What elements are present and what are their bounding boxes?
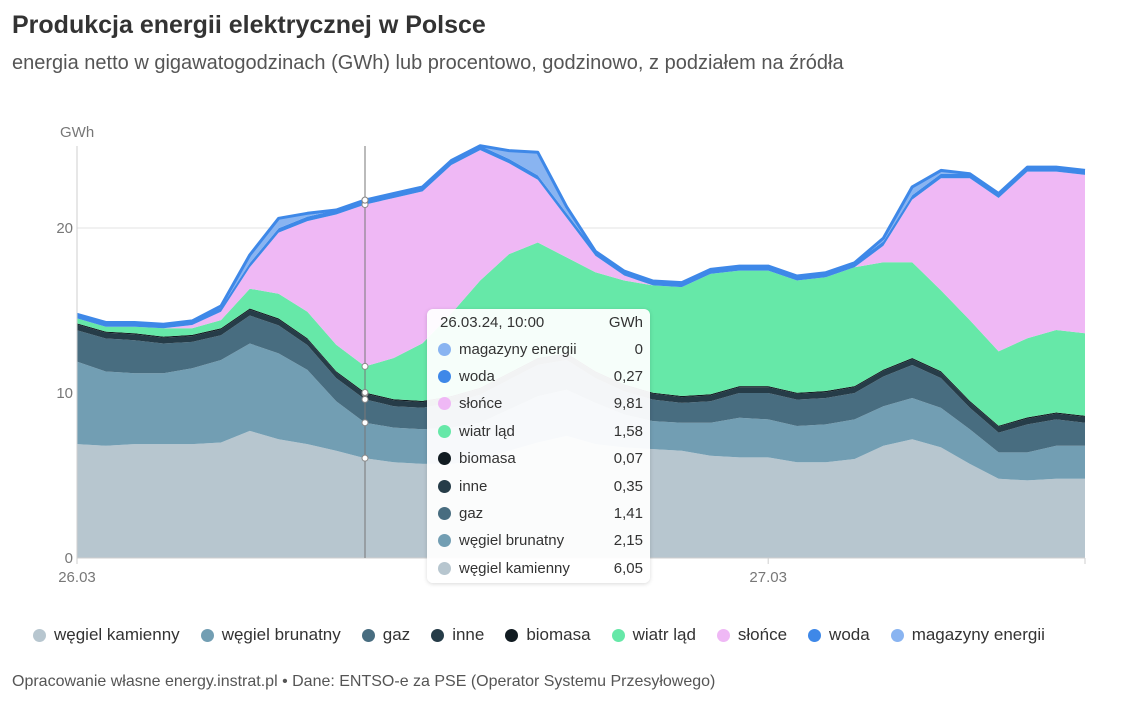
tooltip-row-woda: woda 0,27 <box>438 365 643 387</box>
tooltip-series-value: 1,41 <box>613 504 643 522</box>
legend-item-węgiel-kamienny[interactable]: węgiel kamienny <box>33 625 180 645</box>
tooltip-series-value: 1,58 <box>613 422 643 440</box>
tooltip-series-name: gaz <box>459 504 484 522</box>
tooltip-series-name: słońce <box>459 395 503 413</box>
legend-item-węgiel-brunatny[interactable]: węgiel brunatny <box>200 625 341 645</box>
x-tick-label: 27.03 <box>749 569 787 586</box>
area-chart[interactable]: 0 10 20 GWh 26.03 27.03 <box>0 0 1145 600</box>
tooltip-series-name: inne <box>459 477 488 495</box>
legend-label: woda <box>829 625 870 644</box>
legend-label: słońce <box>737 625 788 644</box>
legend-item-woda[interactable]: woda <box>808 625 870 645</box>
tooltip-row-magazyny-energii: magazyny energii 0 <box>438 338 643 360</box>
legend-item-wiatr-ląd[interactable]: wiatr ląd <box>611 625 696 645</box>
tooltip-row-gaz: gaz 1,41 <box>438 502 643 524</box>
tooltip-series-name: biomasa <box>459 450 516 468</box>
legend-label: wiatr ląd <box>632 625 696 644</box>
y-tick-label: 0 <box>65 550 73 567</box>
legend-item-inne[interactable]: inne <box>431 625 484 645</box>
tooltip-swatch <box>438 506 451 520</box>
tooltip-row-inne: inne 0,35 <box>438 475 643 497</box>
tooltip-swatch <box>438 424 451 438</box>
tooltip-swatch <box>438 342 451 356</box>
tooltip-swatch <box>438 452 451 466</box>
tooltip-series-value: 2,15 <box>613 532 643 550</box>
chart-tooltip: 26.03.24, 10:00 GWh magazyny energii 0 wod… <box>427 309 650 583</box>
crosshair-marker-wiatr-ląd <box>361 362 369 370</box>
tooltip-series-value: 6,05 <box>613 559 643 577</box>
tooltip-swatch <box>438 561 451 575</box>
legend-swatch <box>200 628 214 642</box>
chart-legend: węgiel kamienny węgiel brunatny gaz inne bio… <box>33 625 1066 645</box>
source-footer: Opracowanie własne energy.instrat.pl • D… <box>12 673 716 690</box>
legend-label: węgiel kamienny <box>54 625 180 644</box>
tooltip-series-name: węgiel brunatny <box>459 532 565 550</box>
series-line-woda <box>76 144 1086 326</box>
tooltip-row-węgiel-kamienny: węgiel kamienny 6,05 <box>438 557 643 579</box>
legend-swatch <box>808 628 822 642</box>
area-słońce <box>77 150 1085 367</box>
legend-swatch <box>716 628 730 642</box>
tooltip-series-value: 0,35 <box>613 477 643 495</box>
tooltip-title: 26.03.24, 10:00 <box>440 314 545 331</box>
area-inne <box>77 309 1085 433</box>
tooltip-swatch <box>438 534 451 548</box>
legend-label: węgiel brunatny <box>221 625 341 644</box>
legend-item-gaz[interactable]: gaz <box>361 625 411 645</box>
tooltip-row-biomasa: biomasa 0,07 <box>438 448 643 470</box>
legend-label: inne <box>452 625 485 644</box>
tooltip-series-value: 0,07 <box>613 450 643 468</box>
tooltip-series-name: wiatr ląd <box>459 422 515 440</box>
legend-swatch <box>890 628 904 642</box>
tooltip-series-value: 0 <box>634 340 643 358</box>
chart-subtitle: energia netto w gigawatogodzinach (GWh) … <box>12 52 844 74</box>
tooltip-series-value: 0,27 <box>613 367 643 385</box>
legend-item-biomasa[interactable]: biomasa <box>505 625 591 645</box>
tooltip-unit: GWh <box>608 314 643 331</box>
tooltip-swatch <box>438 369 451 383</box>
tooltip-series-name: węgiel kamienny <box>459 559 570 577</box>
legend-swatch <box>431 628 445 642</box>
y-tick-label: 10 <box>56 385 73 402</box>
tooltip-series-value: 9,81 <box>613 395 643 413</box>
legend-swatch <box>505 628 519 642</box>
tooltip-row-węgiel-brunatny: węgiel brunatny 2,15 <box>438 530 643 552</box>
x-tick-label: 26.03 <box>58 569 96 586</box>
tooltip-row-wiatr-ląd: wiatr ląd 1,58 <box>438 420 643 442</box>
tooltip-swatch <box>438 397 451 411</box>
tooltip-series-name: woda <box>459 367 495 385</box>
tooltip-row-słońce: słońce 9,81 <box>438 393 643 415</box>
crosshair-marker-węgiel-brunatny <box>361 419 369 427</box>
tooltip-swatch <box>438 479 451 493</box>
crosshair-marker-węgiel-kamienny <box>361 454 369 462</box>
crosshair-marker-gaz <box>361 395 369 403</box>
y-tick-label: 20 <box>56 220 73 237</box>
legend-swatch <box>611 628 625 642</box>
legend-label: biomasa <box>526 625 591 644</box>
legend-swatch <box>33 628 46 642</box>
tooltip-series-name: magazyny energii <box>459 340 577 358</box>
legend-item-słońce[interactable]: słońce <box>716 625 788 645</box>
y-axis-label: GWh <box>60 124 94 141</box>
chart-title: Produkcja energii elektrycznej w Polsce <box>12 11 486 39</box>
legend-swatch <box>361 628 375 642</box>
crosshair-marker-magazyny-energii <box>361 196 369 204</box>
crosshair-marker-biomasa <box>361 389 369 397</box>
legend-label: magazyny energii <box>911 625 1045 644</box>
legend-label: gaz <box>382 625 411 644</box>
legend-item-magazyny-energii[interactable]: magazyny energii <box>890 625 1045 645</box>
